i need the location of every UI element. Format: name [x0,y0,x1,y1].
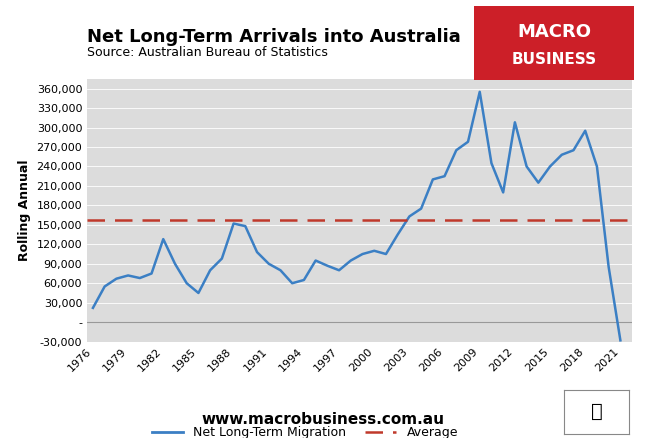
Text: BUSINESS: BUSINESS [511,52,597,67]
Text: Net Long-Term Arrivals into Australia: Net Long-Term Arrivals into Australia [87,28,461,46]
Text: www.macrobusiness.com.au: www.macrobusiness.com.au [201,412,444,427]
Legend: Net Long-Term Migration, Average: Net Long-Term Migration, Average [147,421,463,438]
Text: Source: Australian Bureau of Statistics: Source: Australian Bureau of Statistics [87,46,328,59]
Text: MACRO: MACRO [517,23,591,41]
Text: 🐺: 🐺 [591,402,602,421]
Y-axis label: Rolling Annual: Rolling Annual [18,159,31,261]
